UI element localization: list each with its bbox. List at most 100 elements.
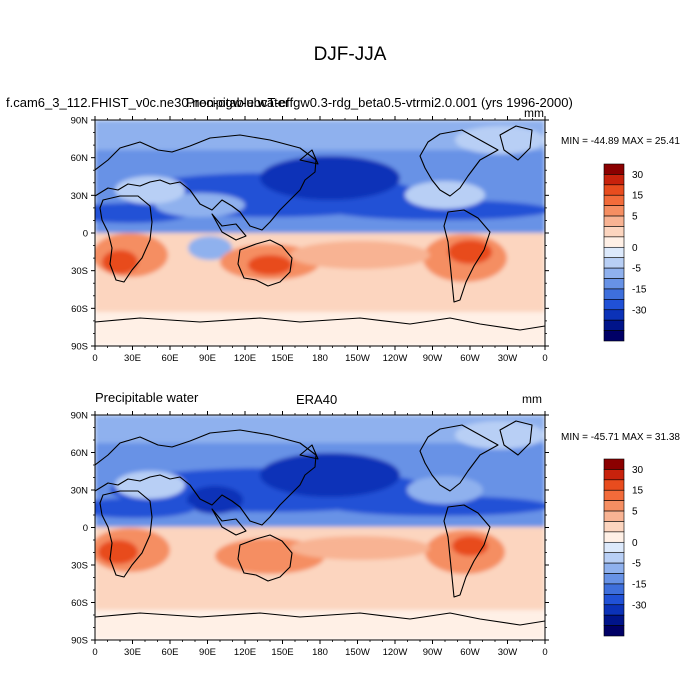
- colorbar-2-label-6: -30: [632, 600, 647, 611]
- lon-label-1-2: 60E: [162, 353, 179, 364]
- colorbar-1-swatch-13: [603, 299, 625, 311]
- colorbar-2-swatch-11: [603, 573, 625, 585]
- field-mexico-light: [405, 181, 485, 209]
- colorbar-2-swatch-3: [603, 489, 625, 501]
- colorbar-1-label-0: 30: [632, 170, 644, 181]
- lat-label-1-3: 0: [83, 229, 88, 240]
- colorbar-1-swatch-15: [603, 319, 625, 331]
- panel1-left-title: f.cam6_3_112.FHIST_v0c.ne30.non-ogw-ubcT…: [6, 95, 573, 110]
- field2-pacific-core: [260, 453, 400, 497]
- colorbar-2-label-5: -15: [632, 579, 647, 590]
- lat-label-1-1: 60N: [71, 153, 89, 164]
- colorbar-1-label-5: -15: [632, 284, 647, 295]
- lon-label-2-10: 60W: [460, 647, 480, 658]
- lon-label-2-4: 120E: [234, 647, 256, 658]
- colorbar-2-swatch-7: [603, 531, 625, 543]
- lon-label-1-10: 60W: [460, 353, 480, 364]
- colorbar-2-swatch-9: [603, 552, 625, 564]
- colorbar-1-swatch-7: [603, 236, 625, 248]
- colorbar-2-label-4: -5: [632, 559, 641, 570]
- field2-spac-light: [290, 536, 430, 560]
- lat-label-2-2: 30N: [71, 486, 89, 497]
- lon-label-1-7: 150W: [345, 353, 370, 364]
- lon-label-2-3: 90E: [199, 647, 216, 658]
- field2-samerica-red: [452, 536, 488, 556]
- field-spac-light: [290, 241, 430, 269]
- field2-bay-core: [187, 486, 243, 514]
- colorbar-2-swatch-4: [603, 500, 625, 512]
- colorbar-1-swatch-4: [603, 205, 625, 217]
- colorbar-1-label-1: 15: [632, 191, 644, 202]
- colorbar-2-swatch-6: [603, 521, 625, 533]
- lon-label-1-4: 120E: [234, 353, 256, 364]
- lon-label-2-11: 30W: [498, 647, 518, 658]
- colorbar-1-swatch-12: [603, 288, 625, 300]
- panel1-center-title: Precipitable water: [186, 95, 290, 110]
- lon-label-2-7: 150W: [345, 647, 370, 658]
- colorbar-1-swatch-1: [603, 174, 625, 186]
- colorbar-1-label-6: -30: [632, 305, 647, 316]
- coastlines-1: [95, 125, 545, 331]
- lon-label-1-11: 30W: [498, 353, 518, 364]
- field2-africa-red: [98, 540, 138, 564]
- lat-label-2-5: 60S: [71, 598, 88, 609]
- lat-label-2-1: 60N: [71, 448, 89, 459]
- colorbar-1-label-3: 0: [632, 243, 638, 254]
- lat-label-1-0: 90N: [71, 116, 89, 127]
- lon-label-1-12: 0: [542, 353, 547, 364]
- colorbar-2-swatch-2: [603, 479, 625, 491]
- colorbar-2-label-2: 5: [632, 507, 638, 518]
- lon-label-2-9: 90W: [423, 647, 443, 658]
- colorbar-1-label-2: 5: [632, 212, 638, 223]
- colorbar-2-label-3: 0: [632, 538, 638, 549]
- axes-layer: 90N 60N 30N 0 30S 60S 90S 0 30E 60E 90E 120E 150E 180…: [71, 116, 549, 658]
- panel2-units: mm: [522, 392, 542, 406]
- lon-label-1-9: 90W: [423, 353, 443, 364]
- colorbar-1-swatch-9: [603, 257, 625, 269]
- lon-label-1-3: 90E: [199, 353, 216, 364]
- lat-label-2-3: 0: [83, 523, 88, 534]
- field-africa-red: [102, 250, 138, 274]
- lon-label-2-8: 120W: [383, 647, 408, 658]
- field2-greenland-light: [455, 421, 545, 449]
- field-epac-itcz: [330, 200, 545, 220]
- lon-label-1-8: 120W: [383, 353, 408, 364]
- lat-label-1-4: 30S: [71, 266, 88, 277]
- colorbar-1-swatch-2: [603, 184, 625, 196]
- colorbar-2-swatch-5: [603, 510, 625, 522]
- lat-label-2-4: 30S: [71, 561, 88, 572]
- colorbar-2-swatch-16: [603, 625, 625, 637]
- field2-sahara-light: [115, 471, 185, 499]
- panel1-units: mm: [524, 106, 544, 120]
- colorbar-2-swatch-10: [603, 562, 625, 574]
- lon-label-1-0: 0: [92, 353, 97, 364]
- colorbar-2-swatch-8: [603, 541, 625, 554]
- field-india-light: [155, 193, 245, 217]
- colorbar-1-swatch-6: [603, 226, 625, 238]
- lat-label-2-0: 90N: [71, 411, 89, 422]
- colorbar-2-swatch-15: [603, 614, 625, 626]
- field-samerica-red: [448, 240, 492, 264]
- colorbar-2-swatch-1: [603, 469, 625, 481]
- lon-label-1-6: 180: [312, 353, 328, 364]
- lat-label-1-5: 60S: [71, 304, 88, 315]
- colorbar-1-swatch-16: [603, 330, 625, 342]
- colorbar-1-label-4: -5: [632, 264, 641, 275]
- field2-mexico-light: [407, 476, 483, 504]
- lon-label-2-0: 0: [92, 647, 97, 658]
- colorbar-2-swatch-0: [603, 458, 625, 470]
- coastlines-2: [95, 420, 545, 626]
- panel1-stats: MIN = -44.89 MAX = 25.41: [561, 136, 680, 147]
- colorbar-1-swatch-5: [603, 215, 625, 227]
- colorbar-2-label-0: 30: [632, 465, 644, 476]
- panel2-stats: MIN = -45.71 MAX = 31.38: [561, 432, 680, 443]
- field-sahara-light: [115, 176, 185, 204]
- field2-epac-itcz: [330, 496, 545, 516]
- figure-title: DJF-JJA: [313, 44, 387, 65]
- panel2-center-title: ERA40: [296, 392, 338, 407]
- lon-label-1-1: 30E: [124, 353, 141, 364]
- colorbar-1-swatch-11: [603, 278, 625, 290]
- colorbar-2-swatch-13: [603, 594, 625, 606]
- colorbar-2-label-1: 15: [632, 486, 644, 497]
